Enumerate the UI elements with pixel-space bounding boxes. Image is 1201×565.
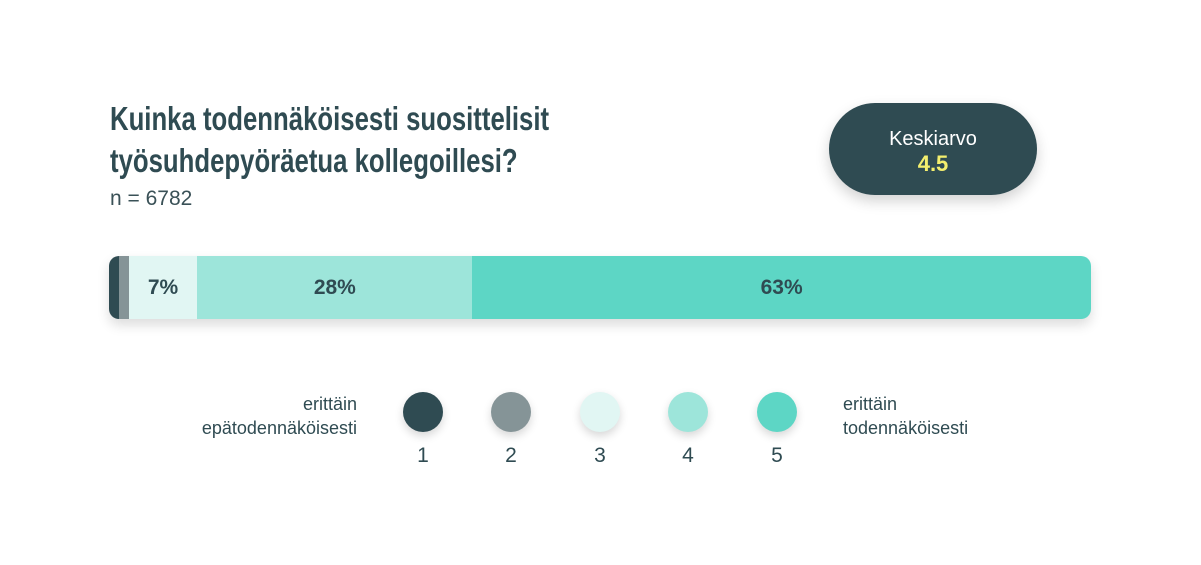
legend-item-5: 5 [747, 392, 807, 468]
bar-segment-label-4: 28% [313, 275, 356, 299]
legend-number-2: 2 [505, 444, 517, 467]
chart-title-line-1: Kuinka todennäköisesti suosittelisit [110, 100, 550, 137]
bar-segment-2 [118, 256, 129, 319]
legend-number-4: 4 [682, 444, 694, 467]
average-value: 4.5 [917, 151, 949, 176]
average-label: Keskiarvo [889, 128, 977, 150]
legend-swatch-2 [491, 392, 531, 432]
legend-swatch-4 [668, 392, 708, 432]
legend-low-label-line-1: erittäin [302, 394, 357, 414]
legend-swatch-1 [403, 392, 443, 432]
bar-segment-label-5: 63% [760, 275, 803, 299]
bar-segment-5: 63% [472, 256, 1091, 319]
bar-segment-1 [109, 256, 119, 319]
legend-number-1: 1 [417, 444, 429, 467]
legend-number-5: 5 [771, 444, 783, 467]
legend-item-2: 2 [481, 392, 541, 468]
legend-swatch-3 [580, 392, 620, 432]
legend-high-label-line-1: erittäin [843, 394, 898, 414]
legend-item-4: 4 [658, 392, 718, 468]
chart-title: Kuinka todennäköisesti suosittelisit työ… [110, 98, 594, 182]
chart-title-line-2: työsuhdepyöräetua kollegoillesi? [110, 142, 518, 179]
legend-low-label-line-2: epätodennäköisesti [201, 418, 357, 438]
bar-segment-label-3: 7% [147, 275, 179, 299]
legend-swatch-5 [757, 392, 797, 432]
legend-item-1: 1 [393, 392, 453, 468]
stacked-bar: 7% 28% 63% [109, 256, 1091, 319]
bar-segment-3: 7% [128, 256, 198, 319]
bar-segment-4: 28% [197, 256, 473, 319]
legend-number-3: 3 [594, 444, 606, 467]
legend-item-3: 3 [570, 392, 630, 468]
average-badge: Keskiarvo 4.5 [829, 103, 1037, 195]
legend-low-label: erittäin epätodennäköisesti [110, 392, 357, 440]
sample-size: n = 6782 [110, 187, 193, 210]
legend-high-label: erittäin todennäköisesti [843, 392, 1043, 440]
legend-high-label-line-2: todennäköisesti [843, 418, 969, 438]
